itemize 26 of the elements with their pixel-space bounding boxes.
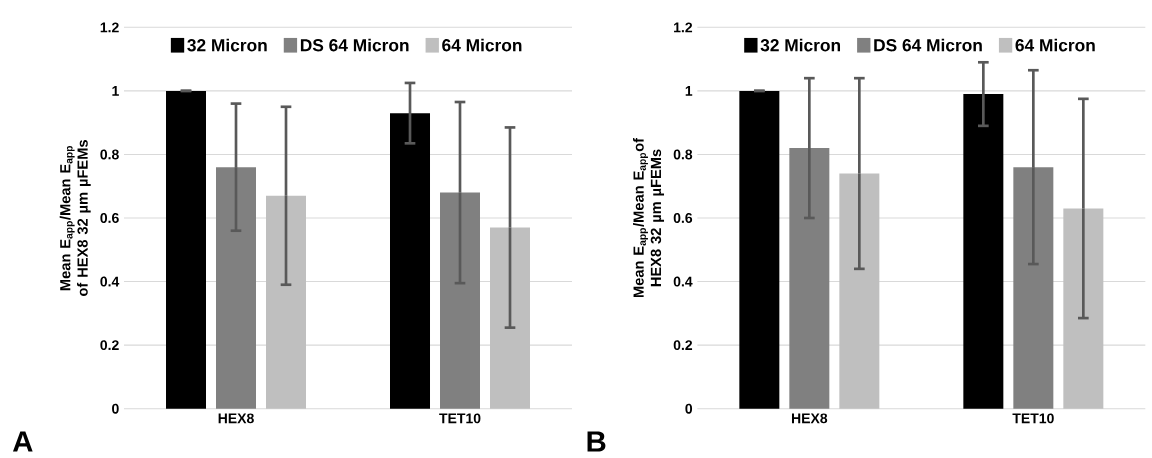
x-tick-label: TET10 [1012, 413, 1054, 424]
legend-label: DS 64 Micron [300, 38, 409, 52]
y-tick-label: 0.6 [100, 213, 119, 223]
y-tick-label: 0.2 [100, 340, 119, 351]
text: B [587, 431, 606, 452]
x-tick-label: HEX8 [792, 413, 828, 424]
y-tick-label: 0.6 [673, 213, 693, 223]
y-tick-label: 1.2 [674, 22, 693, 33]
x-tick-label: TET10 [439, 413, 481, 424]
legend-label: DS 64 Micron [874, 38, 982, 52]
y-tick-label: 0.8 [100, 149, 119, 160]
y-tick-label: 0.4 [100, 276, 120, 287]
text: A [12, 431, 33, 452]
legend-label: 64 Micron [1015, 38, 1095, 52]
legend-label: 64 Micron [442, 38, 522, 52]
y-tick-label: 0 [112, 403, 119, 414]
y-tick-label: 0.4 [673, 276, 693, 287]
legend-label: 32 Micron [760, 38, 841, 52]
x-tick-label: HEX8 [218, 413, 254, 424]
y-tick-label: 1 [112, 86, 119, 96]
y-tick-label: 1 [685, 86, 693, 96]
y-tick-label: 0.8 [673, 149, 693, 160]
y-tick-label: 1.2 [100, 22, 119, 33]
legend-label: 32 Micron [187, 38, 267, 52]
y-tick-label: 0.2 [673, 340, 693, 351]
y-tick-label: 0 [685, 403, 693, 414]
